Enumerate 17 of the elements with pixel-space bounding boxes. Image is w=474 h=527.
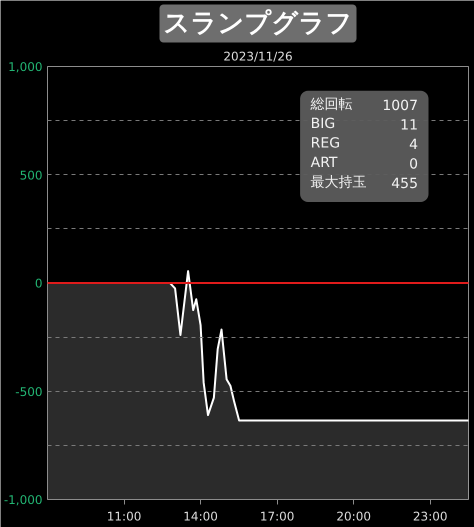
y-tick-label: -1,000 [4, 493, 43, 507]
chart-subtitle: 2023/11/26 [223, 50, 293, 64]
y-tick-label: 0 [34, 276, 43, 290]
chart-title: スランプグラフ [164, 8, 352, 38]
x-tick-label: 11:00 [106, 510, 142, 524]
x-tick-label: 20:00 [336, 510, 371, 524]
y-tick-label: 500 [20, 168, 42, 182]
x-tick-label: 14:00 [183, 510, 218, 524]
text: ART 0 [310, 155, 418, 173]
x-tick-label: 23:00 [412, 510, 448, 524]
text: 最大持玉 455 [310, 174, 418, 192]
x-tick-label: 17:00 [260, 510, 294, 524]
y-tick-label: 1,000 [8, 60, 43, 74]
text: REG 4 [310, 136, 418, 154]
text: 総回転 1007 [310, 96, 418, 114]
text: BIG 11 [310, 116, 418, 134]
y-tick-label: -500 [15, 384, 42, 399]
